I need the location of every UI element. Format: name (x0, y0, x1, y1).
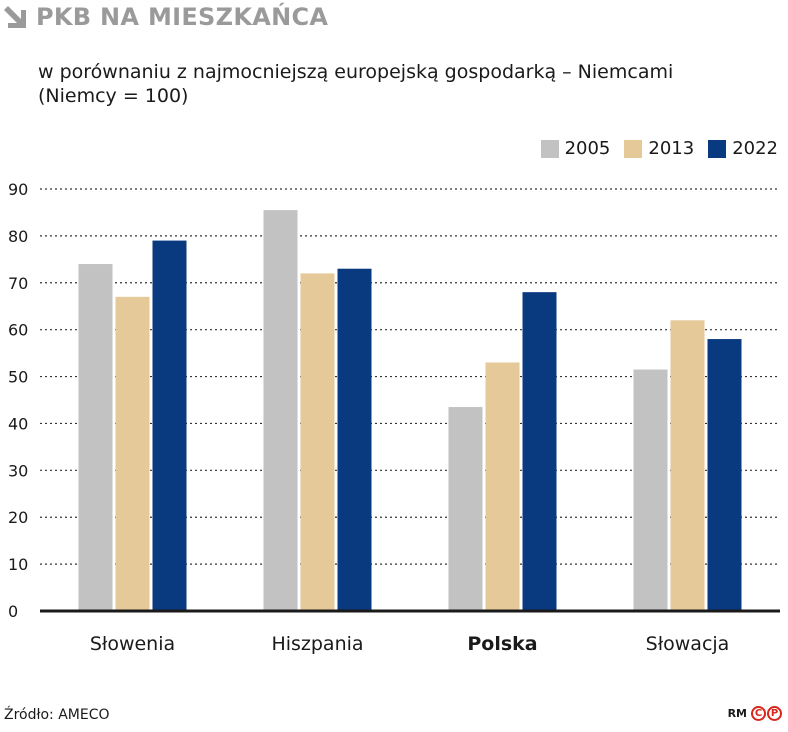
category-label-0: Słowenia (90, 633, 175, 655)
category-label-1: Hiszpania (271, 633, 363, 655)
legend-swatch-2005 (540, 139, 559, 158)
legend-label-2022: 2022 (732, 138, 778, 159)
chart-subtitle: w porównaniu z najmocniejszą europejską … (38, 60, 778, 108)
bar-słowacja-2013 (670, 320, 705, 611)
author-initials: RM (727, 707, 747, 720)
bar-polska-2013 (485, 362, 520, 611)
header: PKB NA MIESZKAŃCA (0, 0, 788, 40)
legend: 2005 2013 2022 (540, 138, 778, 159)
y-tick-label-60: 60 (8, 321, 28, 340)
legend-label-2005: 2005 (564, 138, 611, 159)
logo-p: P (767, 706, 782, 721)
legend-item-2013: 2013 (624, 138, 694, 159)
legend-swatch-2022 (708, 139, 727, 158)
logo-c: C (751, 706, 766, 721)
source-note: Źródło: AMECO (4, 707, 110, 723)
y-tick-label-80: 80 (8, 227, 28, 246)
subtitle-line-2: (Niemcy = 100) (38, 85, 189, 107)
bar-hiszpania-2005 (263, 210, 298, 611)
legend-item-2005: 2005 (540, 138, 611, 159)
legend-item-2022: 2022 (708, 138, 778, 159)
y-tick-label-90: 90 (8, 180, 28, 199)
y-tick-label-30: 30 (8, 461, 28, 480)
category-label-3: Słowacja (646, 633, 730, 655)
legend-swatch-2013 (624, 139, 643, 158)
y-tick-label-0: 0 (8, 602, 18, 621)
bar-polska-2022 (522, 292, 557, 611)
y-tick-label-10: 10 (8, 555, 28, 574)
subtitle-line-1: w porównaniu z najmocniejszą europejską … (38, 61, 674, 83)
bar-słowacja-2022 (707, 339, 742, 611)
arrow-down-right-icon (2, 4, 28, 30)
bar-polska-2005 (448, 407, 483, 611)
bar-słowenia-2022 (152, 240, 187, 612)
y-tick-label-40: 40 (8, 414, 28, 433)
y-tick-label-50: 50 (8, 368, 28, 387)
y-tick-label-20: 20 (8, 508, 28, 527)
y-tick-label-70: 70 (8, 274, 28, 293)
bar-hiszpania-2013 (300, 273, 335, 611)
cp-logo: C P (751, 706, 782, 721)
legend-label-2013: 2013 (648, 138, 695, 159)
bar-chart: 0 10 20 30 40 50 60 70 80 90 Słowenia Hiszpania Pols… (8, 180, 780, 655)
bar-słowenia-2013 (115, 296, 150, 611)
credits: RM C P (728, 706, 782, 721)
bar-słowacja-2005 (633, 369, 668, 611)
chart-title: PKB NA MIESZKAŃCA (36, 3, 329, 31)
bar-hiszpania-2022 (337, 268, 372, 611)
bar-słowenia-2005 (78, 264, 113, 611)
category-label-2: Polska (467, 633, 537, 655)
